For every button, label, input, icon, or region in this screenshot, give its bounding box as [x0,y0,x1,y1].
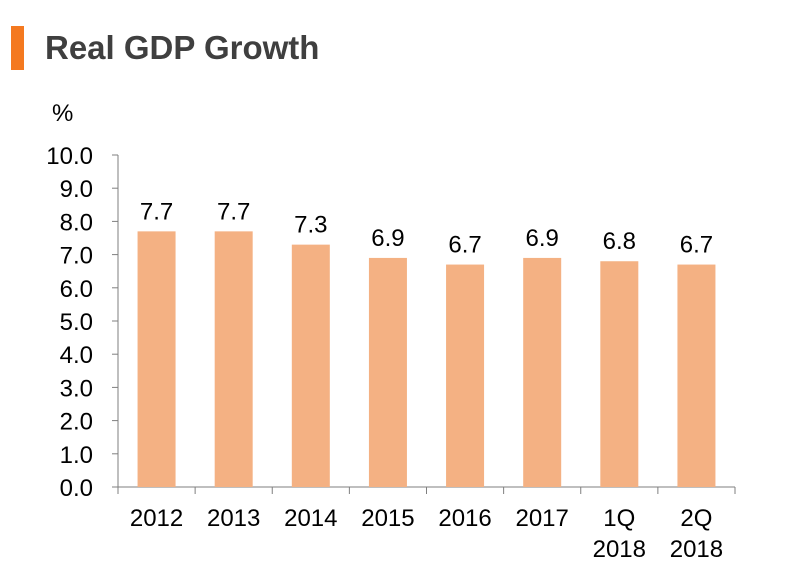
bar-1 [214,231,253,487]
x-tick-label: 2013 [207,505,260,532]
bars [137,231,716,487]
y-tick-label: 7.0 [60,243,93,270]
y-tick-label: 8.0 [60,209,93,236]
y-tick-label: 9.0 [60,176,93,203]
x-tick-label: 2015 [361,505,414,532]
x-tick-label: 2018 [670,536,723,563]
title-accent-bar [11,26,24,70]
bar-5 [523,257,562,487]
x-tick-label: 2012 [130,505,183,532]
x-tick-label: 1Q [603,505,635,532]
x-tick-label: 2016 [438,505,491,532]
data-label: 6.7 [448,232,481,259]
chart-title: Real GDP Growth [45,29,320,66]
x-axis: 2012 2013 2014 2015 2016 2017 1Q 2018 2Q 2018 [117,486,736,563]
bar-0 [137,231,176,487]
data-label: 6.9 [371,225,404,252]
data-label: 6.7 [680,232,713,259]
bar-3 [368,257,407,487]
data-label: 7.7 [140,198,173,225]
y-tick-label: 3.0 [60,375,93,402]
data-label: 6.9 [526,225,559,252]
y-tick-label: 2.0 [60,409,93,436]
x-tick-label: 2014 [284,505,337,532]
y-axis-unit-label: % [52,100,73,127]
data-label: 7.3 [294,212,327,239]
data-label: 6.8 [603,228,636,255]
y-tick-label: 1.0 [60,442,93,469]
x-tick-label: 2018 [593,536,646,563]
y-tick-label: 6.0 [60,276,93,303]
bar-7 [677,264,716,487]
bar-6 [600,261,639,487]
bar-2 [291,244,330,487]
data-labels: 7.7 7.7 7.3 6.9 6.7 6.9 6.8 6.7 [140,198,713,258]
y-tick-label: 0.0 [60,475,93,502]
x-tick-label: 2Q [680,505,712,532]
bar-4 [446,264,485,487]
y-tick-label: 4.0 [60,342,93,369]
y-tick-label: 10.0 [46,143,93,170]
y-axis: 0.0 1.0 2.0 3.0 4.0 5.0 6.0 7.0 8.0 9.0 10.0 [46,143,119,502]
y-tick-label: 5.0 [60,309,93,336]
data-label: 7.7 [217,198,250,225]
x-tick-label: 2017 [515,505,568,532]
